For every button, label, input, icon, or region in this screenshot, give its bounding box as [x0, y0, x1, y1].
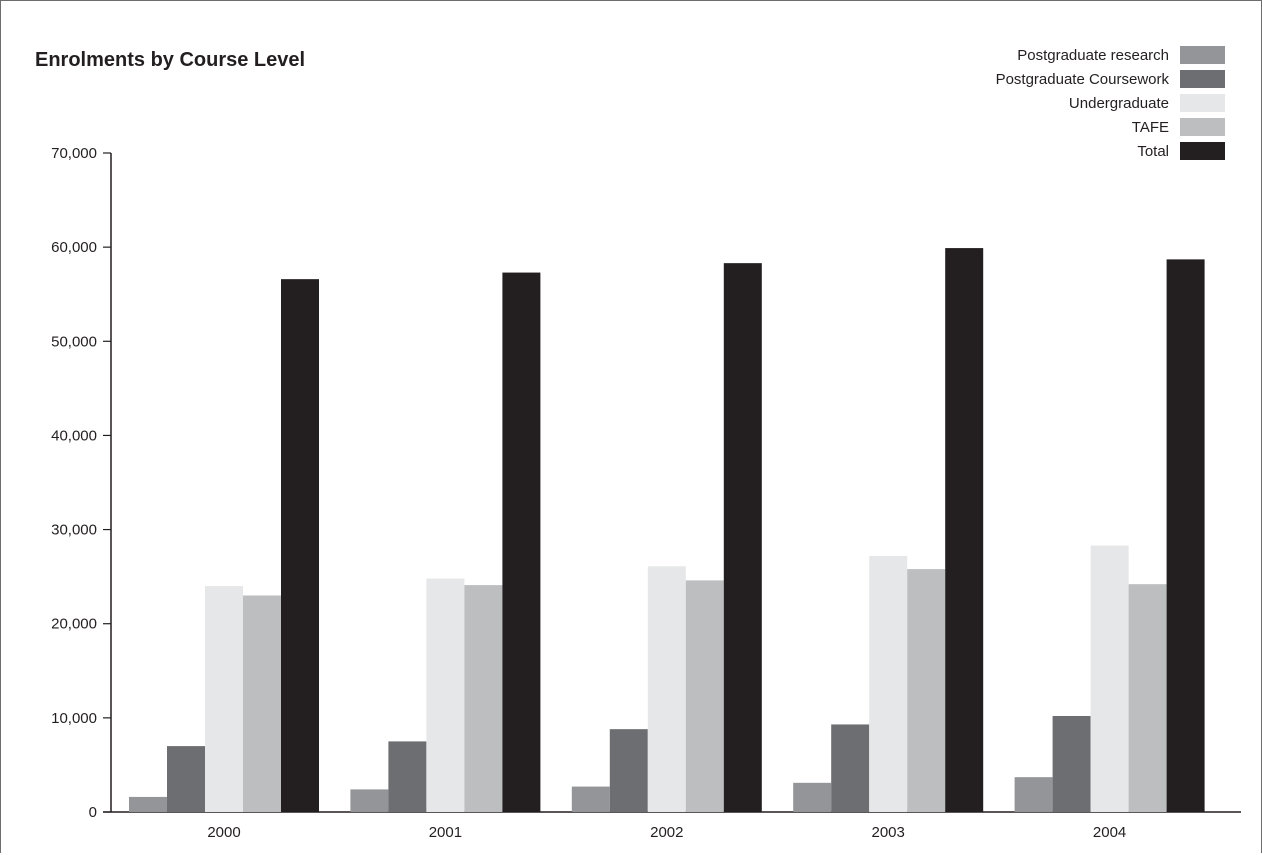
y-tick-label: 60,000 — [51, 239, 97, 256]
bar-postgraduate-coursework-2001 — [388, 741, 427, 812]
bar-total-2002 — [723, 263, 762, 812]
bar-postgraduate-research-2000 — [129, 796, 167, 812]
bars — [129, 248, 1205, 813]
legend-swatch — [1180, 46, 1225, 64]
legend-label: Total — [1137, 143, 1169, 160]
bar-tafe-2002 — [685, 580, 724, 812]
bar-tafe-2003 — [907, 569, 946, 812]
legend-swatch — [1180, 118, 1225, 136]
y-tick-label: 10,000 — [51, 710, 97, 727]
bar-total-2001 — [502, 272, 541, 813]
y-tick-label: 50,000 — [51, 333, 97, 350]
bar-total-2000 — [281, 279, 319, 812]
bar-postgraduate-coursework-2004 — [1052, 715, 1091, 812]
x-tick-label: 2002 — [650, 824, 683, 841]
legend-label: Postgraduate Coursework — [996, 71, 1170, 88]
chart-title: Enrolments by Course Level — [35, 49, 305, 71]
x-tick-label: 2003 — [872, 824, 905, 841]
bar-total-2003 — [945, 248, 984, 812]
bar-tafe-2001 — [464, 585, 503, 812]
x-tick-label: 2000 — [207, 824, 240, 841]
y-tick-label: 20,000 — [51, 616, 97, 633]
legend-label: TAFE — [1132, 119, 1169, 136]
y-tick-label: 0 — [89, 804, 97, 821]
x-axis: 2000 2001 2002 2003 2004 — [103, 811, 1241, 841]
y-tick-label: 70,000 — [51, 145, 97, 162]
legend-swatch — [1180, 94, 1225, 112]
bar-postgraduate-coursework-2003 — [831, 724, 870, 812]
legend-swatch — [1180, 142, 1225, 160]
bar-undergraduate-2001 — [426, 578, 465, 812]
legend-swatch — [1180, 70, 1225, 88]
y-axis: 0 10,000 20,000 30,000 40,000 50,000 60,000 70,… — [51, 145, 112, 821]
bar-undergraduate-2003 — [869, 555, 908, 812]
y-tick-label: 40,000 — [51, 427, 97, 444]
bar-postgraduate-coursework-2000 — [167, 746, 205, 812]
bar-postgraduate-research-2002 — [571, 786, 610, 812]
bar-undergraduate-2002 — [647, 566, 686, 812]
bar-tafe-2004 — [1128, 584, 1167, 812]
bar-undergraduate-2000 — [205, 586, 243, 812]
bar-total-2004 — [1166, 259, 1205, 812]
x-tick-label: 2004 — [1093, 824, 1126, 841]
bar-postgraduate-research-2001 — [350, 789, 389, 812]
y-tick-label: 30,000 — [51, 522, 97, 539]
legend-label: Postgraduate research — [1017, 47, 1169, 64]
bar-postgraduate-coursework-2002 — [609, 729, 648, 812]
bar-postgraduate-research-2003 — [793, 782, 832, 812]
bar-undergraduate-2004 — [1090, 545, 1129, 812]
legend: Postgraduate research Postgraduate Course… — [996, 46, 1225, 160]
x-tick-label: 2001 — [429, 824, 462, 841]
bar-tafe-2000 — [243, 595, 281, 812]
bar-postgraduate-research-2004 — [1014, 777, 1053, 812]
legend-label: Undergraduate — [1069, 95, 1169, 112]
